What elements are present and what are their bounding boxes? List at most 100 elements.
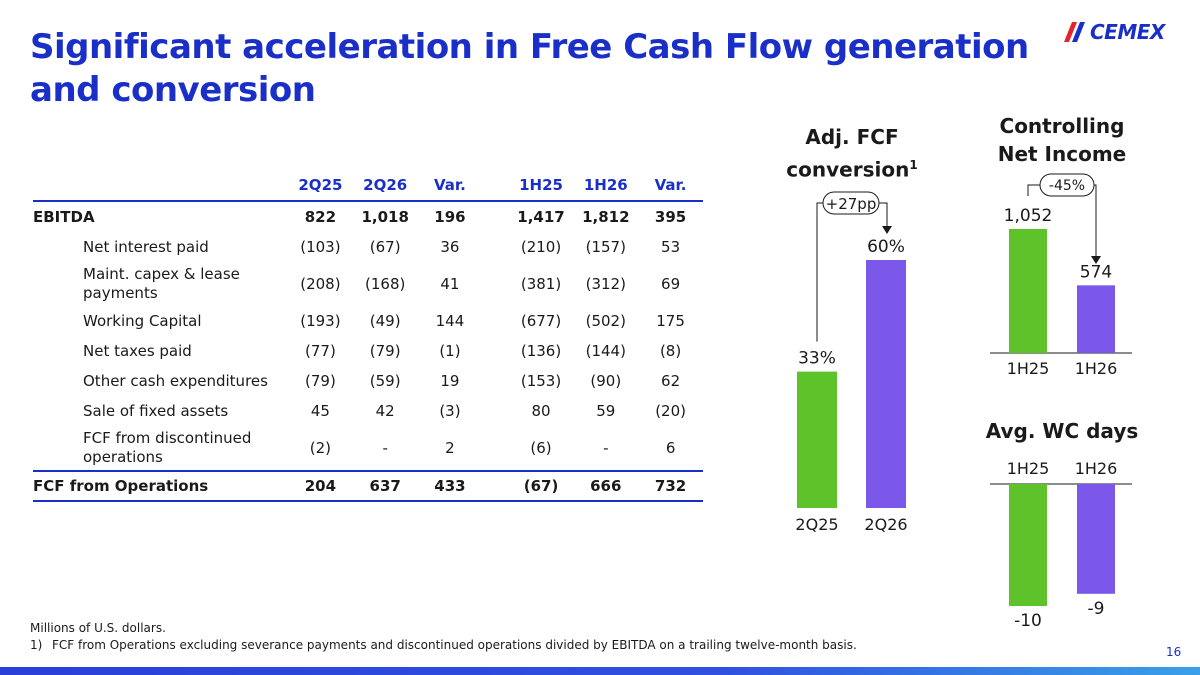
table-cell: (168) [365, 275, 406, 293]
logo-text: CEMEX [1090, 20, 1165, 44]
table-cell: 42 [375, 402, 395, 420]
table-cell: 196 [434, 208, 466, 226]
bar-2q26 [866, 260, 906, 508]
x-tick-label: 2Q25 [795, 515, 838, 534]
table-cell: 433 [417, 470, 483, 502]
table-cell: (79) [305, 372, 336, 390]
table-row: EBITDA 822 1,018 196 1,417 1,812 395 [33, 201, 703, 232]
table-cell: 822 [304, 208, 337, 226]
table-cell: (144) [585, 342, 626, 360]
page-number: 16 [1166, 645, 1182, 659]
row-label: Sale of fixed assets [83, 401, 229, 420]
wc-days-title: Avg. WC days [985, 419, 1139, 443]
table-cell: (67) [369, 238, 401, 256]
footnote-1-text: FCF from Operations excluding severance … [52, 638, 857, 652]
table-cell: 175 [656, 312, 685, 330]
table-cell: (103) [300, 238, 341, 256]
footnote-1-number: 1) [30, 638, 43, 652]
header-var-half: Var. [638, 170, 703, 202]
x-tick-label: 1H26 [1075, 359, 1118, 378]
table-row: Other cash expenditures (79) (59) 19 (153) (9… [33, 366, 703, 396]
bar-1h26 [1077, 285, 1115, 353]
table-cell: 732 [638, 470, 703, 502]
annotation-label: -45% [1049, 178, 1085, 194]
table-cell: (312) [585, 275, 626, 293]
table-cell: (2) [309, 439, 332, 457]
table-cell: 637 [352, 470, 418, 502]
bar-value-label: 33% [798, 349, 836, 369]
row-label: Working Capital [83, 311, 202, 330]
table-cell: (8) [659, 342, 682, 360]
table-cell: (6) [530, 439, 552, 457]
page-title: Significant acceleration in Free Cash Fl… [30, 27, 1029, 110]
header-2q26: 2Q26 [352, 170, 418, 202]
table-cell: 69 [661, 275, 681, 293]
cemex-logo: CEMEX [1064, 20, 1182, 46]
annotation-label: +27pp [826, 195, 877, 213]
table-row: Working Capital (193) (49) 144 (677) (502) 175 [33, 306, 703, 336]
table-cell: (1) [439, 342, 461, 360]
fcf-table: 2Q25 2Q26 Var. 1H25 1H26 Var. EBITDA 822 1… [33, 170, 703, 502]
bar-value-label: -10 [1014, 611, 1042, 631]
table-cell: 45 [310, 402, 330, 420]
table-cell: (3) [439, 402, 461, 420]
bar-value-label: 574 [1080, 262, 1112, 282]
table-cell: 395 [654, 208, 687, 226]
table-cell: (208) [300, 275, 341, 293]
table-cell: (20) [655, 402, 686, 420]
table-cell: 6 [665, 439, 676, 457]
table-cell: 1,018 [361, 208, 409, 226]
x-tick-label: 1H25 [1007, 459, 1050, 478]
bar-value-label: -9 [1088, 599, 1105, 619]
row-label: FCF from discontinued operations [83, 429, 252, 466]
table-cell: 62 [661, 372, 681, 390]
annotation-pill [822, 191, 880, 215]
table-cell: (677) [520, 312, 562, 330]
table-cell: (59) [369, 372, 401, 390]
table-cell: (502) [585, 312, 626, 330]
net-income-title: Controlling Net Income [997, 114, 1127, 166]
table-row: FCF from discontinued operations (2) - 2 (6)… [33, 426, 703, 471]
row-label: Net interest paid [83, 237, 209, 256]
table-cell: 2 [445, 439, 455, 457]
table-cell: (153) [520, 372, 562, 390]
footnote-1: 1) FCF from Operations excluding severanc… [30, 637, 857, 654]
table-cell: (157) [585, 238, 626, 256]
table-cell: 36 [440, 238, 460, 256]
table-cell: 41 [440, 275, 460, 293]
bar-value-label: 1,052 [1004, 206, 1053, 226]
annotation-pill [1039, 173, 1095, 197]
header-1h25: 1H25 [508, 170, 574, 202]
table-cell: (67) [508, 470, 574, 502]
fcf-conversion-title-text: Adj. FCF conversion [786, 125, 910, 182]
bar-2q25 [797, 371, 837, 508]
footnote-mark: 1 [909, 158, 918, 172]
row-label: Other cash expenditures [83, 371, 268, 390]
table-cell: 19 [440, 372, 460, 390]
table-cell: (77) [305, 342, 336, 360]
table-row: FCF from Operations 204 637 433 (67) 666 732 [33, 470, 703, 502]
bar-1h25 [1009, 484, 1047, 606]
bar-value-label: 60% [867, 237, 905, 257]
table-row: Sale of fixed assets 45 42 (3) 80 59 (20) [33, 396, 703, 426]
x-tick-label: 1H26 [1075, 459, 1118, 478]
table-row: Net interest paid (103) (67) 36 (210) (157) 53 [33, 232, 703, 262]
header-var-quarter: Var. [417, 170, 483, 202]
table-cell: (49) [369, 312, 401, 330]
table-cell: - [382, 439, 388, 457]
table-cell: - [603, 439, 609, 457]
row-label: Maint. capex & lease payments [83, 265, 240, 302]
units-note: Millions of U.S. dollars. [30, 621, 166, 635]
footnotes: Millions of U.S. dollars. 1) FCF from Ope… [30, 620, 857, 654]
table-cell: (79) [369, 342, 401, 360]
header-1h26: 1H26 [573, 170, 639, 202]
table-cell: 1,812 [582, 208, 630, 226]
bar-1h25 [1009, 229, 1047, 353]
table-cell: 59 [596, 402, 616, 420]
table-row: Net taxes paid (77) (79) (1) (136) (144) (8) [33, 336, 703, 366]
x-tick-label: 2Q26 [864, 515, 907, 534]
row-label: Net taxes paid [83, 341, 192, 360]
column-gap [482, 470, 509, 502]
header-2q25: 2Q25 [288, 170, 353, 202]
